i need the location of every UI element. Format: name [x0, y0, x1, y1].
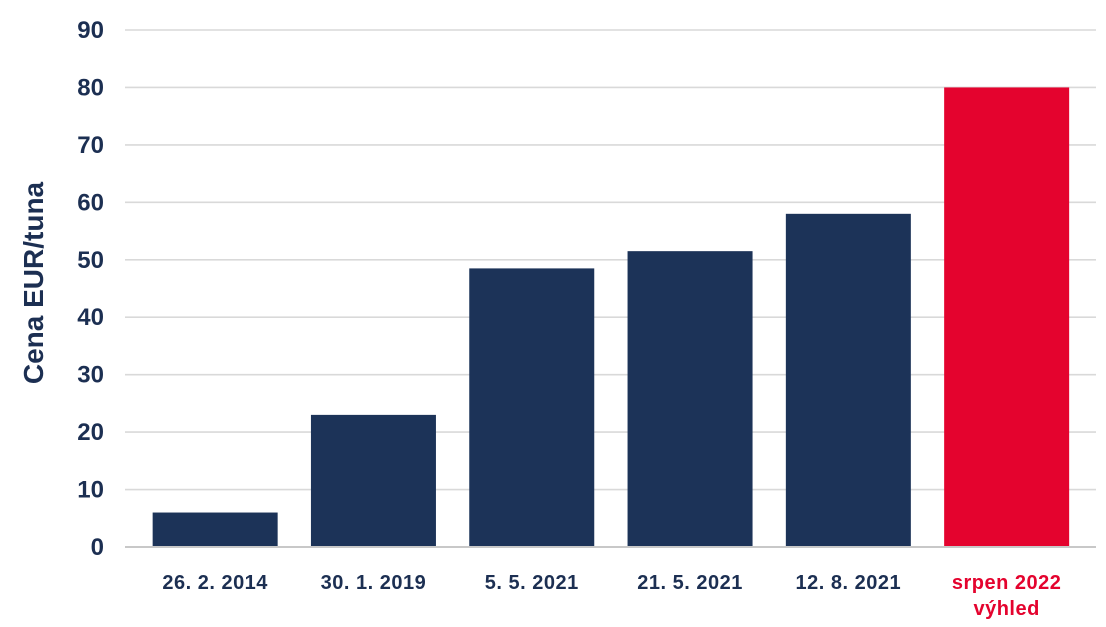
y-tick-label: 10 — [77, 477, 104, 504]
bar — [152, 512, 278, 547]
bars — [152, 87, 1070, 548]
x-tick-label: 5. 5. 2021 — [485, 572, 579, 594]
y-tick-label: 50 — [77, 247, 104, 274]
x-tick-label: 30. 1. 2019 — [321, 572, 427, 594]
y-tick-label: 90 — [77, 17, 104, 44]
x-tick-label: 12. 8. 2021 — [796, 572, 902, 594]
y-tick-label: 40 — [77, 304, 104, 331]
y-tick-label: 60 — [77, 189, 104, 216]
bar — [310, 414, 436, 547]
y-tick-label: 80 — [77, 74, 104, 101]
grid — [125, 29, 1096, 491]
y-axis-ticks: 0 10 20 30 40 50 60 70 80 90 — [77, 17, 104, 561]
y-tick-label: 70 — [77, 132, 104, 159]
y-axis-title: Cena EUR/tuna — [18, 181, 49, 384]
y-tick-label: 0 — [91, 534, 104, 561]
bar — [785, 213, 911, 548]
y-tick-label: 30 — [77, 362, 104, 389]
bar — [469, 268, 595, 547]
bar — [627, 251, 753, 547]
x-tick-label: 26. 2. 2014 — [162, 572, 268, 594]
x-axis-labels: 26. 2. 2014 30. 1. 2019 5. 5. 2021 21. 5. 2… — [162, 572, 1061, 620]
x-tick-label: výhled — [973, 598, 1039, 620]
x-tick-label: 21. 5. 2021 — [637, 572, 743, 594]
bar — [944, 87, 1070, 547]
y-tick-label: 20 — [77, 419, 104, 446]
x-tick-label: srpen 2022 — [952, 572, 1062, 594]
